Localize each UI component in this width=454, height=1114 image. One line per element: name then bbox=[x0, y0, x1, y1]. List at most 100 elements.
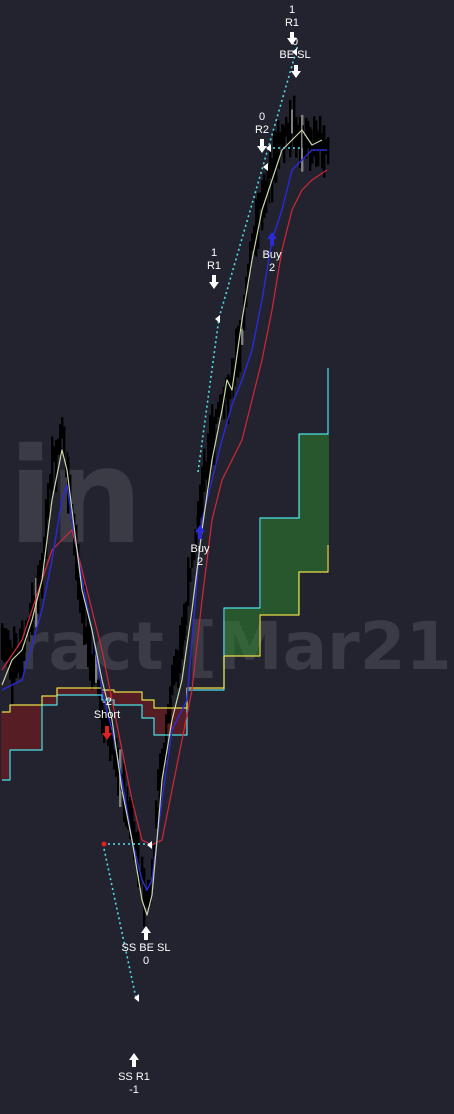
candle bbox=[241, 328, 244, 345]
arrow-down-icon bbox=[209, 275, 219, 289]
candle-wick bbox=[50, 489, 53, 508]
marker-triangle bbox=[266, 144, 271, 152]
candle bbox=[97, 679, 100, 696]
candle-wick bbox=[126, 786, 129, 806]
marker-triangle bbox=[292, 48, 297, 56]
signal-ss-be-sl-line1: SS BE SL bbox=[122, 942, 171, 954]
candle bbox=[201, 466, 204, 518]
candle bbox=[167, 704, 170, 724]
arrow-down-icon bbox=[102, 726, 112, 740]
candle bbox=[133, 821, 136, 860]
candle bbox=[259, 192, 262, 210]
candle bbox=[273, 129, 276, 181]
candle bbox=[285, 116, 288, 137]
candle bbox=[23, 636, 26, 661]
candle bbox=[85, 626, 88, 645]
candle bbox=[195, 534, 198, 553]
candle bbox=[29, 603, 32, 632]
entry-dot bbox=[101, 841, 107, 847]
candle bbox=[155, 800, 158, 829]
candle bbox=[153, 843, 156, 858]
candle-wick bbox=[290, 124, 293, 147]
candle bbox=[33, 595, 36, 621]
candle bbox=[179, 625, 182, 674]
candle bbox=[11, 647, 14, 705]
candle bbox=[109, 712, 112, 762]
candle bbox=[197, 501, 200, 530]
candle bbox=[297, 124, 300, 148]
candle-wick bbox=[24, 634, 27, 653]
candle bbox=[5, 628, 8, 662]
candle bbox=[131, 800, 134, 842]
candle bbox=[111, 722, 114, 755]
arrow-up-icon bbox=[141, 926, 151, 940]
candle bbox=[231, 358, 234, 390]
series-line-fast-ma bbox=[1, 129, 323, 916]
candle bbox=[183, 603, 186, 641]
candle bbox=[307, 121, 310, 149]
candle bbox=[57, 438, 60, 455]
candle bbox=[75, 524, 78, 581]
candle bbox=[37, 565, 40, 614]
candle bbox=[251, 233, 254, 251]
candle bbox=[283, 125, 286, 164]
candle bbox=[327, 137, 330, 165]
candle bbox=[67, 456, 70, 514]
candle bbox=[43, 536, 46, 568]
candle bbox=[135, 832, 138, 851]
candle bbox=[91, 654, 94, 690]
candle bbox=[213, 416, 216, 466]
signal-r1-top-line2: R1 bbox=[285, 17, 299, 29]
arrow-up-icon bbox=[129, 1053, 139, 1067]
candle-wick bbox=[182, 637, 185, 646]
candle bbox=[249, 241, 252, 272]
candle bbox=[87, 618, 90, 668]
candle bbox=[253, 225, 256, 255]
candle bbox=[159, 753, 162, 802]
signal-short-line1: -2 bbox=[102, 696, 112, 708]
candle bbox=[25, 620, 28, 641]
candle bbox=[103, 709, 106, 744]
candle bbox=[149, 880, 152, 905]
marker-triangle bbox=[134, 994, 139, 1002]
ichimoku-cloud bbox=[1, 434, 329, 780]
signal-buy-2: Buy 2 bbox=[263, 232, 282, 274]
candle bbox=[263, 173, 266, 218]
candle bbox=[95, 654, 98, 683]
candle bbox=[151, 858, 154, 878]
candle bbox=[45, 499, 48, 559]
candle bbox=[137, 830, 140, 888]
candle bbox=[143, 868, 146, 928]
candle bbox=[77, 544, 80, 600]
candle bbox=[27, 617, 30, 634]
target-line-r1 bbox=[102, 843, 137, 999]
candle bbox=[1, 623, 4, 660]
signal-ss-r1-line2: -1 bbox=[129, 1084, 139, 1096]
indicator-lines bbox=[1, 129, 329, 916]
candle-wick bbox=[232, 374, 235, 398]
candle bbox=[221, 393, 224, 410]
candle bbox=[269, 152, 272, 179]
candle bbox=[47, 483, 50, 519]
candle bbox=[227, 374, 230, 424]
signal-r1-mid-line2: R1 bbox=[207, 260, 221, 272]
candle bbox=[65, 462, 68, 478]
candle bbox=[59, 424, 62, 455]
arrow-up-icon bbox=[195, 525, 205, 539]
candle bbox=[17, 647, 20, 673]
candle bbox=[117, 747, 120, 796]
candle bbox=[235, 328, 238, 378]
candle bbox=[313, 116, 316, 157]
candle bbox=[315, 120, 318, 168]
candle bbox=[177, 650, 180, 689]
target-lines bbox=[101, 44, 300, 1002]
signal-r1-mid: 1 R1 bbox=[207, 247, 221, 289]
candle bbox=[301, 114, 304, 172]
signal-r1-mid-line1: 1 bbox=[211, 247, 217, 259]
candle bbox=[55, 440, 58, 493]
candle bbox=[295, 117, 298, 158]
candle bbox=[193, 545, 196, 561]
candle bbox=[105, 712, 108, 735]
candle bbox=[219, 394, 222, 421]
